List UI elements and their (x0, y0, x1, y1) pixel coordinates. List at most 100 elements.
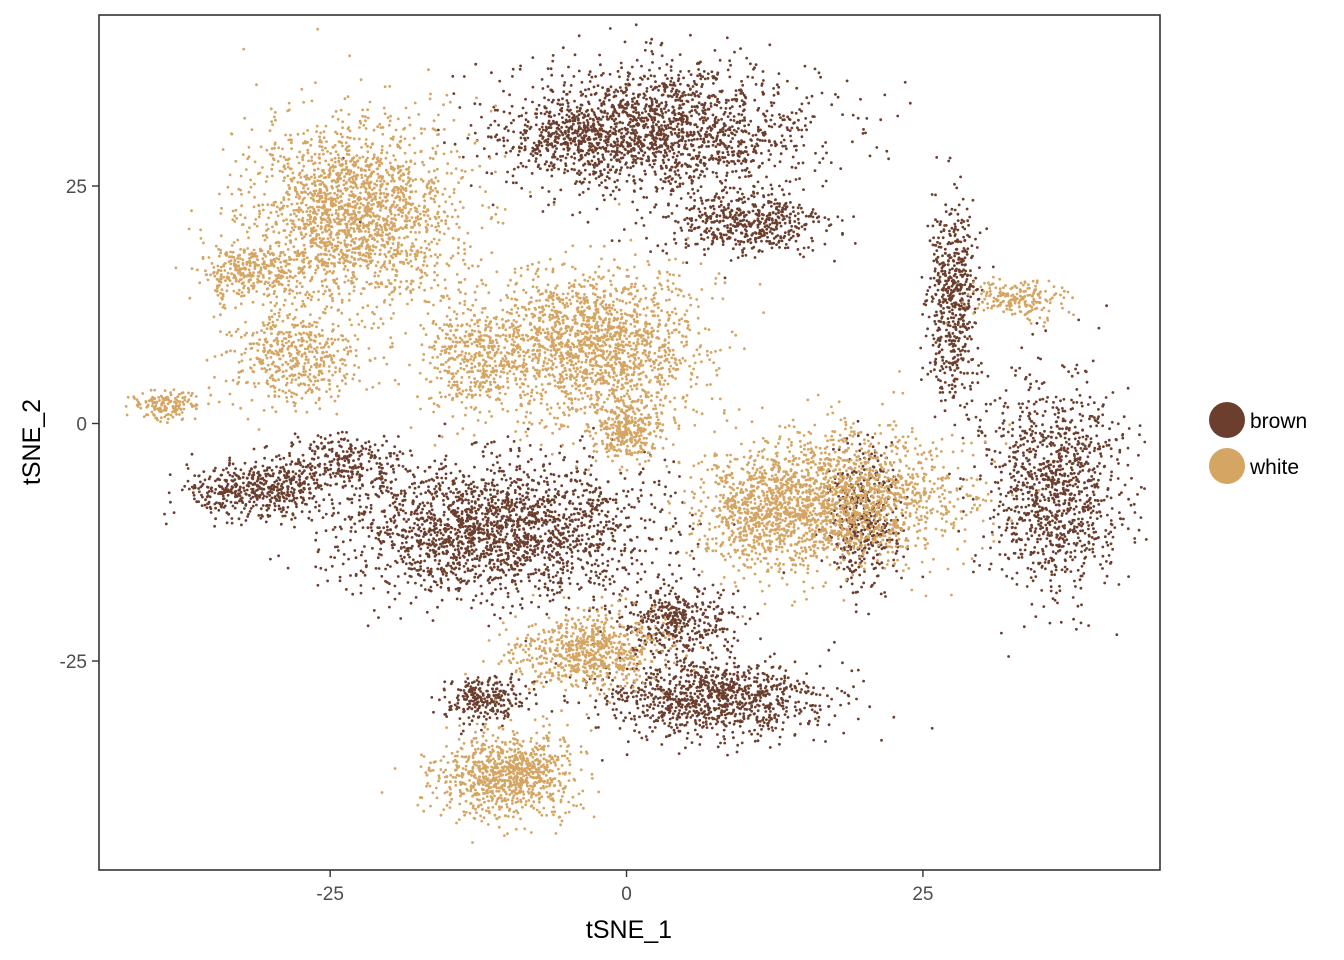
data-point (687, 244, 690, 248)
data-point (606, 117, 609, 121)
data-point (427, 573, 431, 577)
data-point (588, 525, 592, 528)
data-point (298, 491, 302, 494)
data-point (439, 520, 443, 524)
data-point (512, 519, 516, 523)
data-point (521, 502, 525, 506)
data-point (527, 573, 530, 576)
data-point (586, 123, 590, 127)
data-point (487, 624, 491, 628)
data-point (281, 514, 285, 518)
data-point (258, 481, 262, 485)
data-point (550, 588, 554, 592)
data-point (630, 505, 633, 509)
data-point (712, 231, 715, 234)
data-point (674, 491, 677, 495)
data-point (461, 554, 465, 558)
data-point (701, 83, 704, 86)
data-point (588, 162, 592, 166)
data-point (782, 138, 786, 142)
data-point (677, 77, 681, 80)
data-point (756, 180, 760, 184)
data-point (553, 510, 557, 513)
data-point (520, 186, 524, 190)
data-point (641, 467, 645, 471)
data-point (703, 77, 707, 81)
data-point (556, 560, 560, 564)
data-point (423, 532, 427, 536)
data-point (506, 545, 510, 548)
data-point (385, 486, 389, 489)
data-point (577, 518, 580, 521)
data-point (692, 148, 696, 152)
data-point (597, 576, 600, 580)
data-point (729, 213, 732, 217)
data-point (661, 112, 664, 115)
data-point (661, 186, 664, 190)
data-point (519, 603, 522, 607)
data-point (492, 520, 496, 524)
data-point (692, 175, 696, 179)
data-point (319, 484, 323, 488)
data-point (702, 238, 706, 241)
data-point (501, 540, 505, 544)
data-point (567, 128, 570, 132)
data-point (476, 528, 479, 531)
data-point (491, 530, 494, 533)
data-point (534, 522, 537, 526)
data-point (567, 576, 571, 580)
data-point (488, 581, 491, 585)
data-point (706, 126, 710, 130)
data-point (380, 484, 384, 488)
data-point (330, 498, 334, 502)
data-point (389, 487, 393, 490)
data-point (601, 570, 604, 573)
data-point (547, 539, 551, 543)
data-point (751, 134, 755, 137)
data-point (426, 570, 430, 573)
data-point (458, 469, 462, 473)
data-point (205, 506, 209, 510)
data-point (421, 501, 425, 505)
data-point (506, 591, 510, 595)
data-point (273, 508, 277, 512)
data-point (552, 152, 556, 156)
data-point (580, 516, 584, 520)
data-point (699, 158, 703, 162)
data-point (453, 567, 456, 571)
data-point (626, 490, 630, 493)
data-point (675, 118, 679, 121)
data-point (728, 186, 732, 190)
data-point (555, 132, 559, 136)
data-point (520, 142, 523, 146)
data-point (511, 174, 515, 178)
data-point (266, 504, 269, 507)
data-point (732, 153, 735, 157)
data-point (467, 514, 471, 517)
data-point (719, 140, 723, 144)
data-point (567, 607, 571, 611)
data-point (751, 209, 755, 213)
data-point (671, 155, 675, 159)
data-point (627, 572, 631, 576)
data-point (561, 558, 564, 562)
data-point (502, 139, 506, 143)
data-point (417, 527, 420, 531)
data-point (518, 449, 521, 453)
data-point (512, 547, 516, 550)
data-point (703, 230, 706, 233)
data-point (515, 513, 518, 517)
data-point (744, 96, 748, 100)
data-point (627, 503, 631, 507)
data-point (474, 572, 478, 576)
data-point (605, 520, 608, 524)
data-point (733, 50, 736, 54)
data-point (590, 502, 594, 505)
data-point (584, 542, 588, 546)
data-point (659, 510, 662, 514)
data-point (264, 520, 268, 524)
data-point (790, 165, 794, 169)
data-point (737, 149, 741, 153)
data-point (403, 494, 406, 498)
data-point (757, 106, 761, 110)
